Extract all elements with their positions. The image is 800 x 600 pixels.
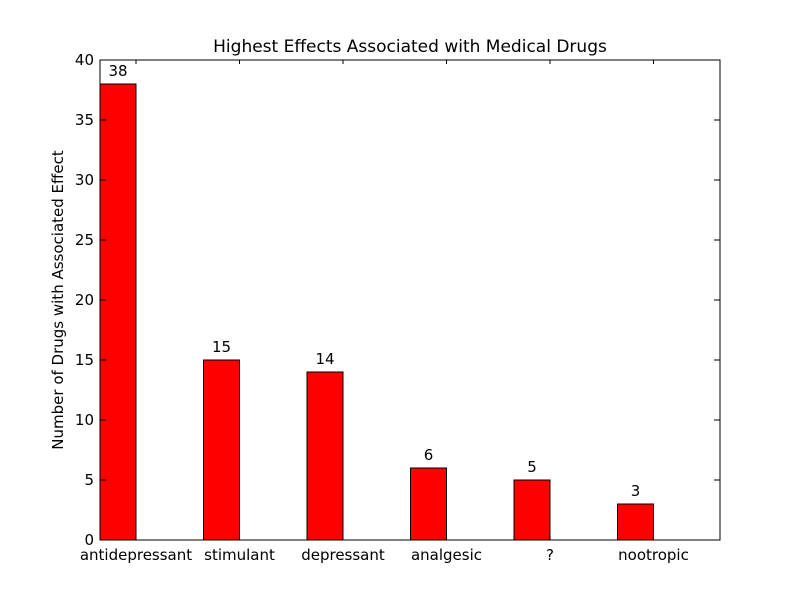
data-label-4: 5 [527, 458, 537, 476]
bars-group [99, 83, 654, 541]
y-tick-label-4: 20 [75, 291, 94, 309]
x-ticks-group: antidepressant stimulant depressant analges… [80, 60, 689, 564]
y-tick-label-6: 30 [75, 171, 94, 189]
x-tick-label-3: analgesic [411, 546, 482, 564]
y-tick-label-1: 5 [84, 471, 94, 489]
x-tick-label-2: depressant [301, 546, 385, 564]
bar-2 [306, 371, 344, 541]
data-label-5: 3 [631, 482, 641, 500]
y-tick-label-3: 15 [75, 351, 94, 369]
x-tick-label-4: ? [546, 546, 554, 564]
chart-title: Highest Effects Associated with Medical … [213, 37, 607, 57]
y-tick-label-2: 10 [75, 411, 94, 429]
data-labels-group: 38 15 14 6 5 3 [108, 62, 640, 500]
data-label-1: 15 [212, 338, 231, 356]
bar-0 [99, 83, 137, 541]
plot-frame [99, 59, 721, 541]
data-label-2: 14 [315, 350, 334, 368]
data-label-3: 6 [424, 446, 434, 464]
bar-1 [203, 359, 240, 541]
y-tick-label-5: 25 [75, 231, 94, 249]
bar-4 [513, 479, 551, 541]
bar-3 [410, 467, 447, 541]
y-axis-label: Number of Drugs with Associated Effect [49, 150, 67, 450]
x-tick-label-5: nootropic [618, 546, 689, 564]
x-tick-label-0: antidepressant [80, 546, 192, 564]
y-tick-label-0: 0 [84, 531, 94, 549]
bar-5 [617, 503, 654, 541]
y-tick-label-8: 40 [75, 51, 94, 69]
y-tick-label-7: 35 [75, 111, 94, 129]
x-tick-label-1: stimulant [204, 546, 275, 564]
data-label-0: 38 [108, 62, 127, 80]
